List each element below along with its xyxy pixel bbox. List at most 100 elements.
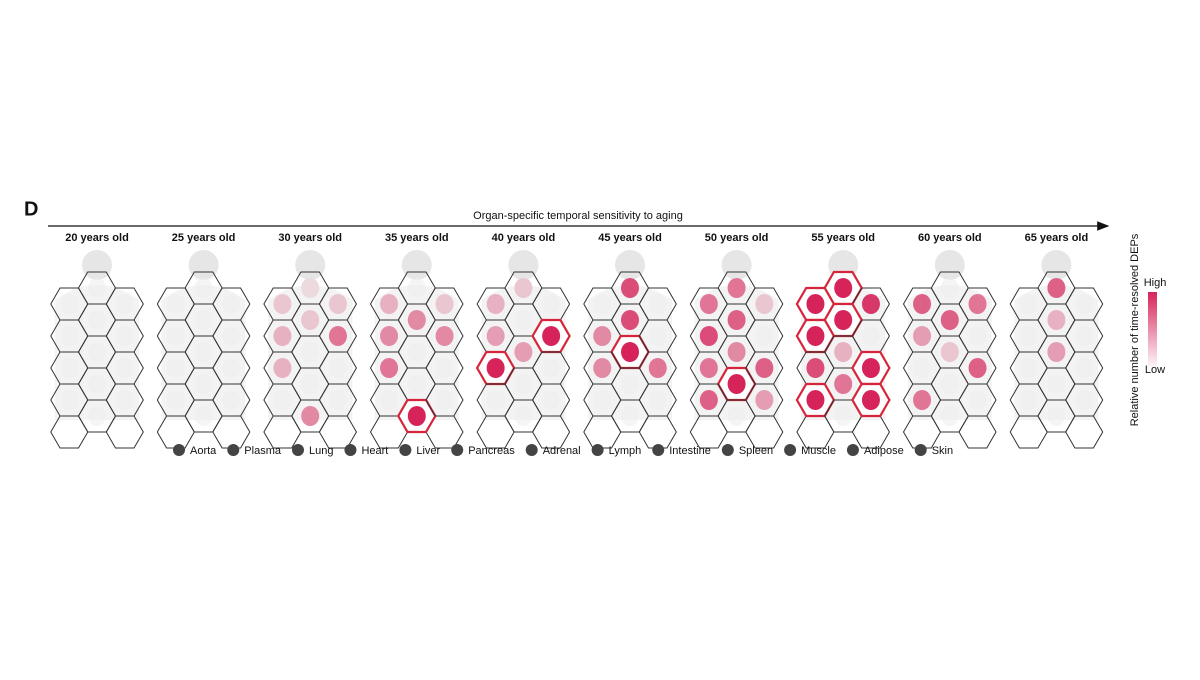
silhouette-head [1041,250,1072,280]
organ-icon [542,294,561,314]
organ-icon [1047,406,1066,426]
colorbar-low: Low [1145,364,1165,376]
organ-icon [621,342,639,362]
organ-icon [328,294,347,314]
organ-icon [486,326,505,346]
organ-icon [1075,390,1094,410]
legend-icon [525,444,538,456]
organ-icon [60,390,79,410]
organ-icon [542,358,561,378]
organ-icon [1019,390,1038,410]
organ-icon [407,374,426,394]
legend-icon [227,444,240,456]
organ-icon [407,310,426,330]
legend-icon [652,444,665,456]
legend-icon [344,444,357,456]
organ-icon [435,358,454,378]
organ-icon [699,326,718,346]
hex-empty [851,415,890,449]
organ-icon [60,294,79,314]
organ-icon [407,278,426,298]
legend-label: Lung [309,445,333,457]
organ-icon [514,374,533,394]
organ-icon [968,326,987,346]
organ-icon [166,326,185,346]
organ-icon [727,310,746,330]
organ-icon [1075,326,1094,346]
hex-cell [532,383,571,417]
hex-cell [425,383,464,417]
silhouette-head [188,250,219,280]
organ-icon [542,390,561,410]
organ-icon [407,406,426,426]
organ-icon [301,374,320,394]
organ-icon [273,390,292,410]
legend-label: Heart [361,445,388,457]
organ-icon [194,374,213,394]
organ-icon [115,326,134,346]
legend-icon [846,444,859,456]
organ-icon [727,278,746,298]
legend-icon [399,444,412,456]
organ-icon [1047,310,1066,330]
organ-icon [380,294,399,314]
organ-icon [486,358,505,378]
organ-icon [301,310,320,330]
hex-cell [318,383,357,417]
legend-label: Muscle [801,445,836,457]
organ-icon [88,406,106,426]
organ-icon [727,342,746,362]
colorbar-title: Relative number of time-resolved DEPs [1129,233,1141,426]
hex-empty [1009,415,1048,449]
organ-icon [194,342,213,362]
organ-icon [88,374,106,394]
hex-empty [263,415,302,449]
hex-cell [212,383,251,417]
organ-icon [328,390,347,410]
legend-label: Adrenal [543,445,581,457]
legend-label: Aorta [190,445,217,457]
organ-icon [968,358,987,378]
hex-empty [583,415,622,449]
hex-empty [902,415,942,449]
hex-cell [638,383,677,417]
organ-icon [273,294,292,314]
organ-icon [621,374,639,394]
organ-icon [755,390,774,410]
organ-icon [88,342,106,362]
organ-icon [407,342,426,362]
organ-icon [486,294,505,314]
hex-cell [745,383,784,417]
colorbar [1148,292,1157,370]
legend-icon [173,444,185,456]
age-label: 40 years old [492,232,556,244]
organ-icon [913,326,932,346]
organ-icon [755,326,774,346]
age-label: 65 years old [1025,232,1089,244]
organ-icon [940,374,959,394]
organ-icon [968,390,987,410]
organ-icon [514,342,533,362]
legend-label: Spleen [739,445,773,457]
organ-icon [699,294,718,314]
hex-empty [105,415,144,449]
age-label: 20 years old [65,232,129,244]
organ-icon [60,326,79,346]
organ-icon [913,390,932,410]
panel-label: D [24,198,38,220]
organ-icon [166,294,185,314]
organ-icon [913,294,932,314]
hex-empty [318,415,357,449]
hex-empty [1065,415,1104,449]
organ-icon [222,390,241,410]
organ-icon [861,294,880,314]
hex-empty [796,415,835,449]
organ-icon [593,390,612,410]
organ-icon [593,326,612,346]
organ-icon [861,390,880,410]
legend-icon [914,444,927,456]
organ-icon [273,326,292,346]
hex-empty [958,415,997,449]
age-label: 55 years old [811,232,875,244]
